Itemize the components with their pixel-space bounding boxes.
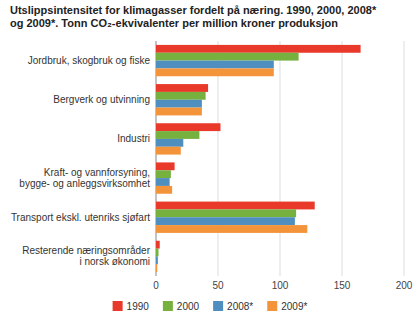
bar bbox=[156, 209, 296, 217]
legend-label: 2000 bbox=[177, 301, 200, 312]
title-line: Utslippsintensitet for klimagasser forde… bbox=[10, 4, 377, 16]
category-label-line: i norsk økonomi bbox=[79, 256, 150, 267]
grid bbox=[156, 41, 404, 276]
bar bbox=[156, 217, 295, 225]
category-label-line: bygge- og anleggsvirksomhet bbox=[19, 178, 150, 189]
bars bbox=[156, 45, 361, 272]
x-tick-label: 150 bbox=[334, 280, 351, 291]
category-label: Bergverk og utvinning bbox=[53, 94, 150, 105]
legend-swatch bbox=[267, 301, 277, 311]
bar bbox=[156, 162, 175, 170]
bar bbox=[156, 45, 361, 53]
x-tick-label: 50 bbox=[212, 280, 224, 291]
title: Utslippsintensitet for klimagasser forde… bbox=[10, 4, 377, 29]
bar bbox=[156, 139, 183, 147]
x-tick-label: 200 bbox=[396, 280, 413, 291]
x-tick-label: 0 bbox=[153, 280, 159, 291]
category-label: Kraft- og vannforsyning,bygge- og anlegg… bbox=[19, 167, 150, 189]
bar bbox=[156, 256, 158, 264]
category-label: Industri bbox=[117, 133, 150, 144]
bar bbox=[156, 264, 157, 272]
category-label-line: Industri bbox=[117, 133, 150, 144]
bar bbox=[156, 123, 220, 131]
grid-line bbox=[342, 41, 343, 276]
bar bbox=[156, 84, 208, 92]
category-label-line: Transport ekskl. utenriks sjøfart bbox=[11, 212, 150, 223]
legend-label: 2009* bbox=[281, 301, 307, 312]
grid-line bbox=[404, 41, 405, 276]
category-label-line: Resterende næringsområder bbox=[22, 245, 151, 256]
legend-label: 2008* bbox=[227, 301, 253, 312]
category-label: Resterende næringsområderi norsk økonomi bbox=[22, 245, 151, 267]
bar bbox=[156, 100, 202, 108]
bar bbox=[156, 68, 274, 76]
category-label: Transport ekskl. utenriks sjøfart bbox=[11, 212, 150, 223]
category-label-line: Jordbruk, skogbruk og fiske bbox=[28, 55, 151, 66]
legend-swatch bbox=[213, 301, 223, 311]
bar bbox=[156, 131, 199, 139]
category-label-line: Kraft- og vannforsyning, bbox=[44, 167, 150, 178]
bar bbox=[156, 108, 202, 116]
bar bbox=[156, 92, 206, 100]
bar bbox=[156, 53, 299, 61]
bar bbox=[156, 202, 315, 210]
legend-label: 1990 bbox=[127, 301, 150, 312]
bar bbox=[156, 249, 158, 257]
legend: 1990 2000 2008* 2009* bbox=[113, 301, 308, 312]
bar bbox=[156, 186, 172, 194]
grid-line bbox=[280, 41, 281, 276]
category-label-line: Bergverk og utvinning bbox=[53, 94, 150, 105]
legend-swatch bbox=[163, 301, 173, 311]
category-label: Jordbruk, skogbruk og fiske bbox=[28, 55, 151, 66]
bar bbox=[156, 170, 171, 178]
legend-swatch bbox=[113, 301, 123, 311]
x-tick-label: 100 bbox=[272, 280, 289, 291]
bar bbox=[156, 61, 274, 69]
bar bbox=[156, 225, 307, 233]
chart: Utslippsintensitet for klimagasser forde… bbox=[0, 0, 420, 320]
bar bbox=[156, 241, 160, 249]
bar bbox=[156, 147, 181, 155]
bar bbox=[156, 178, 170, 186]
title-line: og 2009*. Tonn CO₂-ekvivalenter per mill… bbox=[10, 17, 338, 29]
